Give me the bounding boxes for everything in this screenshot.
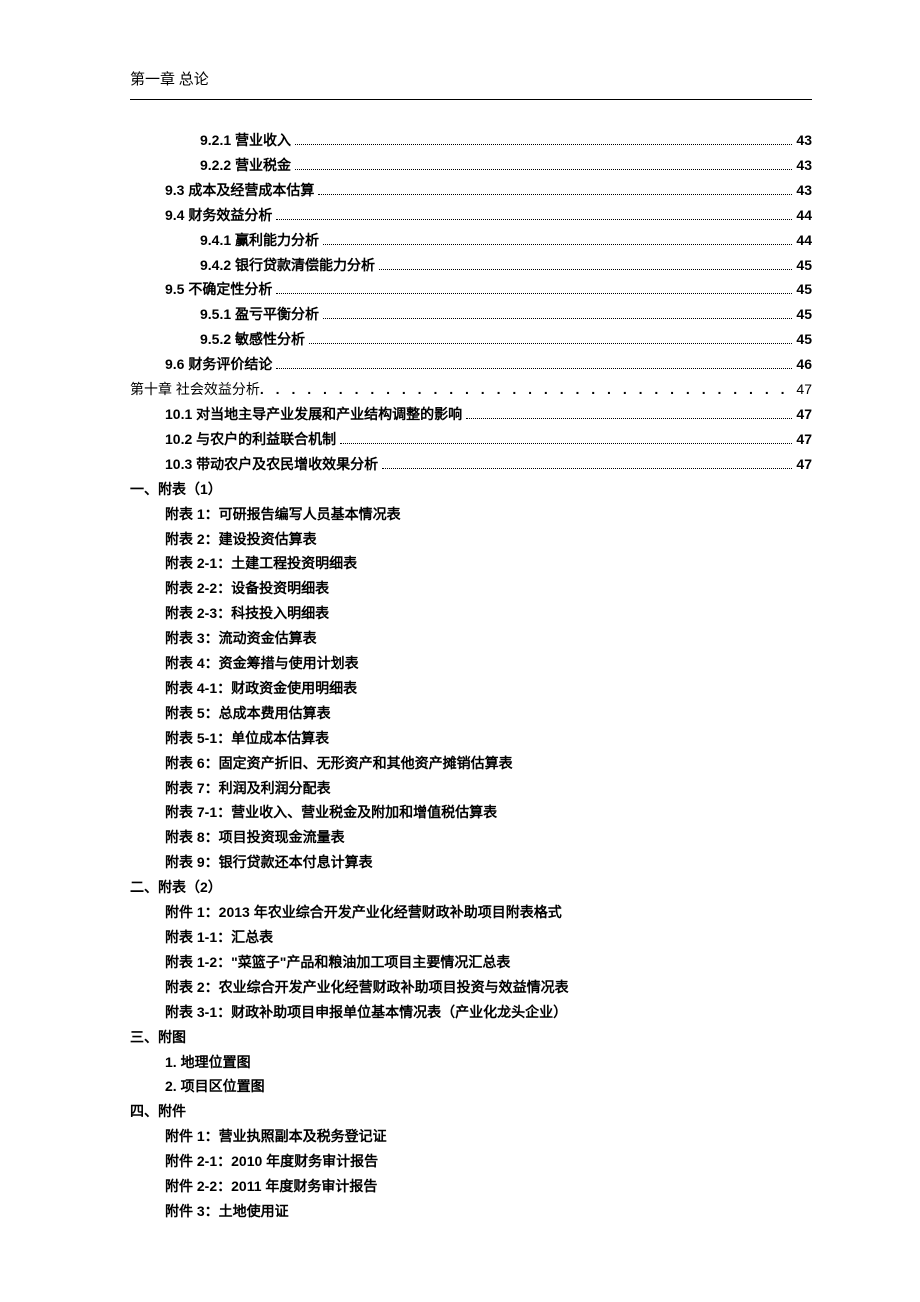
toc-leader-dots (323, 233, 792, 244)
toc-label: 10.1 对当地主导产业发展和产业结构调整的影响 (165, 402, 462, 427)
chapter-title: 第一章 总论 (130, 68, 812, 95)
section-item: 1. 地理位置图 (130, 1050, 812, 1075)
section-item: 附表 1-1：汇总表 (130, 925, 812, 950)
toc-page-number: 43 (796, 178, 812, 203)
section-item: 附表 2：农业综合开发产业化经营财政补助项目投资与效益情况表 (130, 975, 812, 1000)
section-item: 附表 2-1：土建工程投资明细表 (130, 551, 812, 576)
section-item: 附表 6：固定资产折旧、无形资产和其他资产摊销估算表 (130, 751, 812, 776)
section-title: 四、附件 (130, 1099, 812, 1124)
section-item: 2. 项目区位置图 (130, 1074, 812, 1099)
toc-leader-dots (323, 308, 792, 319)
toc-entry: 9.3 成本及经营成本估算 43 (130, 178, 812, 203)
toc-leader-dots (318, 184, 792, 195)
toc-page-number: 47 (796, 402, 812, 427)
toc-entry: 9.2.1 营业收入 43 (130, 128, 812, 153)
toc-label: 10.2 与农户的利益联合机制 (165, 427, 336, 452)
header-underline (130, 99, 812, 100)
appendix-sections: 一、附表（1）附表 1：可研报告编写人员基本情况表附表 2：建设投资估算表附表 … (130, 477, 812, 1224)
section-item: 附表 1-2："菜篮子"产品和粮油加工项目主要情况汇总表 (130, 950, 812, 975)
section-item: 附表 8：项目投资现金流量表 (130, 825, 812, 850)
page-content: 9.2.1 营业收入439.2.2 营业税金439.3 成本及经营成本估算439… (130, 128, 812, 1224)
section-item: 附件 1：营业执照副本及税务登记证 (130, 1124, 812, 1149)
toc-entry: 9.2.2 营业税金 43 (130, 153, 812, 178)
toc-page-number: 45 (796, 302, 812, 327)
toc-leader-dots (276, 358, 792, 369)
toc-label: 9.5 不确定性分析 (165, 277, 272, 302)
toc-leader-dots (466, 408, 792, 419)
toc-leader-dots (382, 458, 792, 469)
toc-label: 9.5.2 敏感性分析 (200, 327, 305, 352)
toc-label: 9.5.1 盈亏平衡分析 (200, 302, 319, 327)
toc-leader-dots (276, 209, 792, 220)
section-title: 三、附图 (130, 1025, 812, 1050)
toc-page-number: 43 (796, 128, 812, 153)
section-item: 附表 2-3：科技投入明细表 (130, 601, 812, 626)
section-title: 一、附表（1） (130, 477, 812, 502)
toc-entry: 9.5.1 盈亏平衡分析 45 (130, 302, 812, 327)
toc-entry: 9.4 财务效益分析 44 (130, 203, 812, 228)
toc-entry: 10.2 与农户的利益联合机制 47 (130, 427, 812, 452)
toc-leader-dots (379, 258, 792, 269)
section-item: 附表 9：银行贷款还本付息计算表 (130, 850, 812, 875)
toc-leader-dots: . . . . . . . . . . . . . . . . . . . . … (260, 377, 797, 402)
toc-entry: 9.5 不确定性分析 45 (130, 277, 812, 302)
toc-label: 9.2.1 营业收入 (200, 128, 291, 153)
toc-label: 9.6 财务评价结论 (165, 352, 272, 377)
section-item: 附表 7-1：营业收入、营业税金及附加和增值税估算表 (130, 800, 812, 825)
toc-page-number: 46 (796, 352, 812, 377)
toc-label: 9.4 财务效益分析 (165, 203, 272, 228)
toc-page-number: 44 (796, 228, 812, 253)
section-item: 附表 1：可研报告编写人员基本情况表 (130, 502, 812, 527)
toc-entry: 第十章 社会效益分析 . . . . . . . . . . . . . . .… (130, 377, 812, 402)
toc-page-number: 44 (796, 203, 812, 228)
toc-page-number: 47 (796, 377, 812, 402)
section-item: 附件 2-2：2011 年度财务审计报告 (130, 1174, 812, 1199)
section-item: 附件 1：2013 年农业综合开发产业化经营财政补助项目附表格式 (130, 900, 812, 925)
toc-entry: 9.4.1 赢利能力分析 44 (130, 228, 812, 253)
toc-label: 10.3 带动农户及农民增收效果分析 (165, 452, 378, 477)
toc-leader-dots (295, 134, 792, 145)
toc-leader-dots (309, 333, 792, 344)
section-title: 二、附表（2） (130, 875, 812, 900)
section-item: 附件 3：土地使用证 (130, 1199, 812, 1224)
toc-page-number: 47 (796, 427, 812, 452)
toc-leader-dots (340, 433, 792, 444)
section-item: 附表 7：利润及利润分配表 (130, 776, 812, 801)
toc-page-number: 45 (796, 253, 812, 278)
section-item: 附表 4：资金筹措与使用计划表 (130, 651, 812, 676)
section-item: 附表 3-1：财政补助项目申报单位基本情况表（产业化龙头企业） (130, 1000, 812, 1025)
toc-leader-dots (276, 283, 792, 294)
section-item: 附表 2-2：设备投资明细表 (130, 576, 812, 601)
section-item: 附表 3：流动资金估算表 (130, 626, 812, 651)
toc-label: 9.4.2 银行贷款清偿能力分析 (200, 253, 375, 278)
toc-entry: 9.6 财务评价结论 46 (130, 352, 812, 377)
toc-page-number: 45 (796, 327, 812, 352)
section-item: 附表 5：总成本费用估算表 (130, 701, 812, 726)
toc-label: 9.3 成本及经营成本估算 (165, 178, 314, 203)
toc-entry: 9.5.2 敏感性分析 45 (130, 327, 812, 352)
toc-page-number: 43 (796, 153, 812, 178)
table-of-contents: 9.2.1 营业收入439.2.2 营业税金439.3 成本及经营成本估算439… (130, 128, 812, 477)
toc-page-number: 45 (796, 277, 812, 302)
toc-label: 9.4.1 赢利能力分析 (200, 228, 319, 253)
toc-page-number: 47 (796, 452, 812, 477)
toc-label: 9.2.2 营业税金 (200, 153, 291, 178)
toc-entry: 9.4.2 银行贷款清偿能力分析 45 (130, 253, 812, 278)
toc-label: 第十章 社会效益分析 (130, 377, 260, 402)
section-item: 附表 2：建设投资估算表 (130, 527, 812, 552)
toc-leader-dots (295, 159, 792, 170)
section-item: 附件 2-1：2010 年度财务审计报告 (130, 1149, 812, 1174)
section-item: 附表 4-1：财政资金使用明细表 (130, 676, 812, 701)
page-header: 第一章 总论 (130, 68, 812, 100)
toc-entry: 10.3 带动农户及农民增收效果分析 47 (130, 452, 812, 477)
section-item: 附表 5-1：单位成本估算表 (130, 726, 812, 751)
toc-entry: 10.1 对当地主导产业发展和产业结构调整的影响 47 (130, 402, 812, 427)
